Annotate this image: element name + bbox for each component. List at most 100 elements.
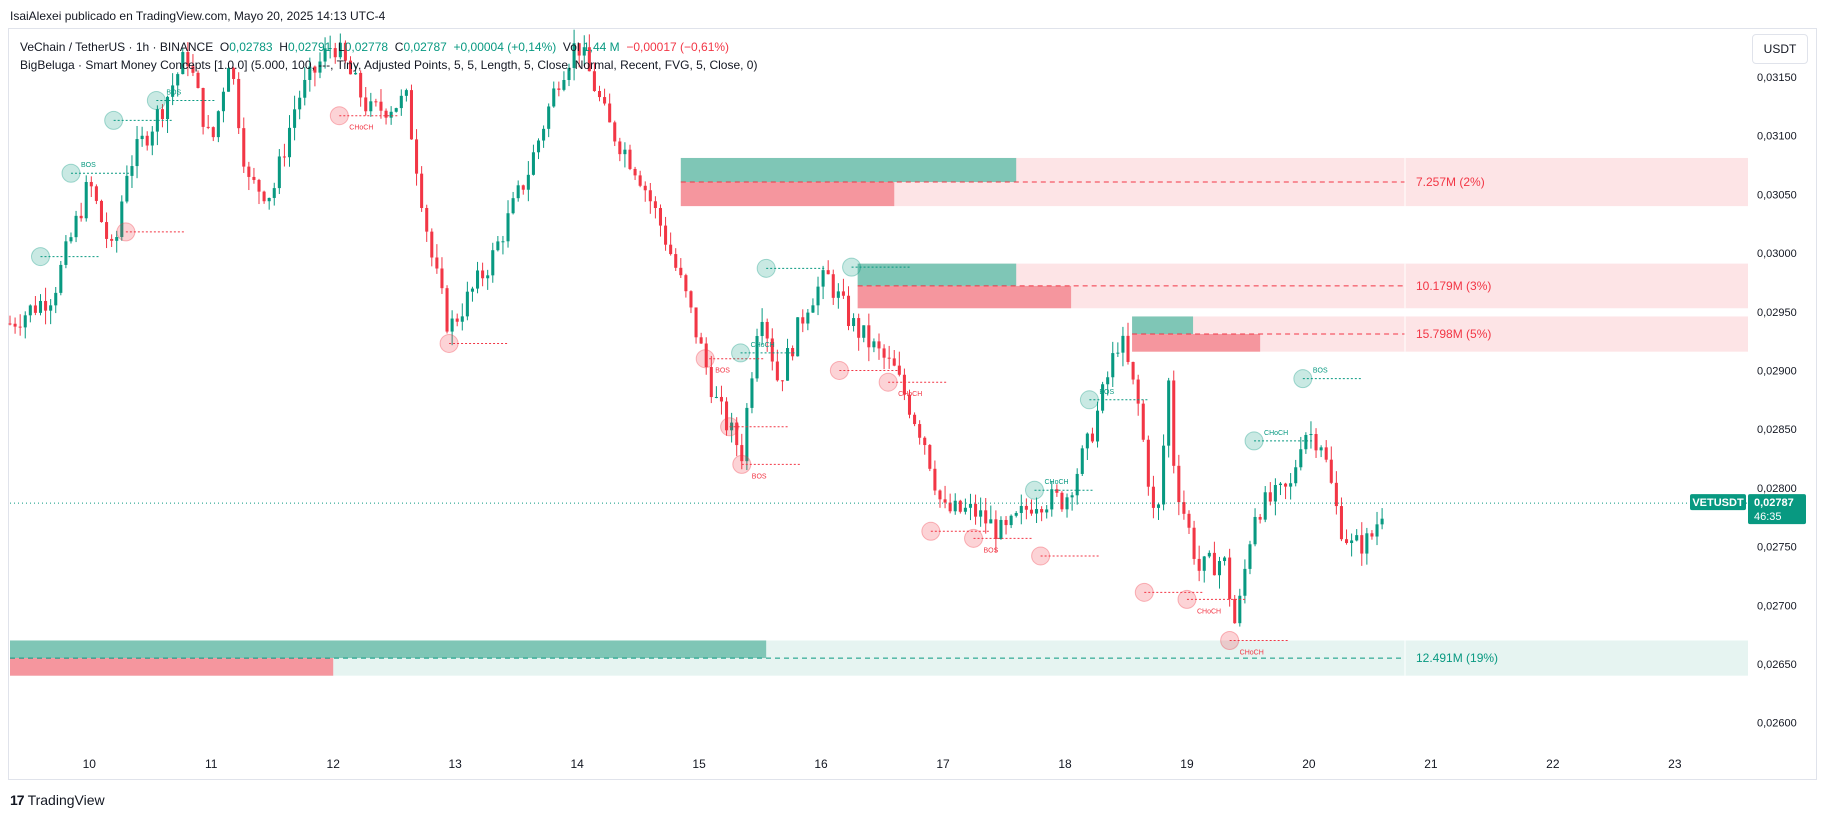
candle-body: [38, 300, 43, 313]
candle-body: [999, 519, 1003, 539]
candle-body: [333, 48, 337, 58]
candle-body: [1197, 558, 1201, 571]
candle-body: [867, 325, 871, 348]
candle-body: [963, 507, 967, 512]
candle-body: [343, 42, 347, 61]
candle-body: [1304, 434, 1308, 450]
order-block-bull-volume: [680, 157, 1017, 183]
candle-body: [1146, 439, 1150, 487]
x-tick-label: 14: [570, 757, 584, 771]
price-axis: 0,03150 0,03100 0,03050 0,03000 0,02950 0,029…: [1757, 72, 1797, 730]
candle-body: [1182, 502, 1186, 514]
candle-body: [1095, 410, 1100, 442]
candle-body: [1273, 485, 1277, 502]
candle-body: [1151, 486, 1155, 508]
x-tick-label: 17: [936, 757, 950, 771]
symbol-price-tag-label: VETUSDT: [1692, 497, 1744, 509]
x-tick-label: 21: [1424, 757, 1438, 771]
candle-body: [841, 291, 845, 296]
tradingview-logo[interactable]: 17 TradingView: [10, 792, 105, 808]
candle-body: [384, 110, 388, 118]
candle-body: [531, 152, 535, 175]
candle-body: [1309, 434, 1313, 436]
x-tick-label: 10: [83, 757, 97, 771]
y-tick-label: 0,02800: [1757, 483, 1797, 495]
candle-body: [1070, 495, 1074, 498]
candle-body: [536, 140, 541, 153]
candle-body: [608, 103, 612, 123]
candle-body: [750, 378, 754, 408]
x-tick-label: 12: [327, 757, 341, 771]
candle-body: [150, 131, 154, 146]
x-tick-label: 18: [1058, 757, 1072, 771]
y-tick-label: 0,03100: [1757, 131, 1797, 143]
order-block-label: 12.491M (19%): [1416, 651, 1498, 665]
candle-body: [506, 213, 510, 242]
candle-body: [745, 407, 749, 462]
candle-body: [770, 338, 774, 362]
currency-button[interactable]: USDT: [1752, 34, 1808, 64]
price-chart[interactable]: 7.257M (2%) 10.179M (3%) 15.798M (5%) 12.49…: [0, 0, 1826, 780]
y-tick-label: 0,02750: [1757, 542, 1797, 554]
last-price-value: 0,02787: [1754, 497, 1794, 509]
candle-body: [1014, 512, 1018, 516]
candle-body: [831, 274, 835, 298]
low-value: 0,02778: [344, 40, 389, 54]
candle-body: [674, 254, 678, 268]
candle-body: [791, 348, 795, 357]
volume-change: −0,00017 (−0,61%): [626, 40, 730, 54]
tradingview-mark-icon: 17: [10, 792, 25, 808]
candle-body: [1019, 505, 1023, 513]
candle-body: [1035, 509, 1039, 514]
high-label: H: [279, 40, 288, 54]
candle-body: [1126, 335, 1130, 362]
y-tick-label: 0,02950: [1757, 307, 1797, 319]
candle-body: [892, 358, 896, 366]
candle-body: [425, 207, 429, 232]
candle-body: [1284, 483, 1288, 487]
x-tick-label: 23: [1668, 757, 1682, 771]
volume-label: Vol: [562, 40, 580, 54]
candle-body: [1263, 492, 1267, 520]
candle-body: [1289, 483, 1293, 487]
candle-body: [1075, 473, 1079, 496]
candle-body: [1375, 524, 1379, 537]
low-label: L: [338, 40, 345, 54]
candle-body: [293, 109, 297, 128]
candle-body: [1029, 509, 1033, 514]
candle-body: [765, 321, 769, 339]
candle-body: [8, 323, 12, 325]
structure-label: CHoCH: [349, 125, 373, 132]
candle-body: [262, 191, 266, 202]
candle-body: [216, 111, 220, 138]
candle-body: [989, 519, 993, 524]
candle-body: [221, 91, 225, 112]
candle-body: [232, 68, 236, 79]
candle-body: [486, 275, 490, 279]
candle-body: [974, 503, 978, 517]
candle-body: [567, 68, 571, 80]
candle-body: [1248, 544, 1252, 569]
candle-body: [709, 367, 713, 398]
candle-body: [303, 79, 307, 98]
publisher-credit: IsaiAlexei publicado en TradingView.com,…: [10, 9, 386, 23]
candle-body: [552, 88, 556, 107]
candle-body: [1339, 506, 1343, 540]
candle-body: [1355, 535, 1359, 541]
candle-body: [282, 156, 286, 158]
candle-body: [872, 341, 876, 348]
candle-body: [1192, 527, 1196, 559]
candle-body: [648, 190, 652, 202]
candle-body: [1101, 384, 1105, 411]
candle-body: [1228, 557, 1232, 599]
candle-body: [166, 96, 170, 120]
candle-body: [74, 215, 78, 238]
candle-body: [364, 97, 368, 112]
candle-body: [1060, 492, 1064, 510]
order-block-bear-volume: [10, 658, 334, 676]
order-block-bull-volume: [10, 640, 767, 659]
candle-body: [719, 396, 723, 402]
candle-body: [801, 317, 805, 324]
candle-body: [496, 241, 500, 251]
candle-body: [597, 91, 602, 98]
